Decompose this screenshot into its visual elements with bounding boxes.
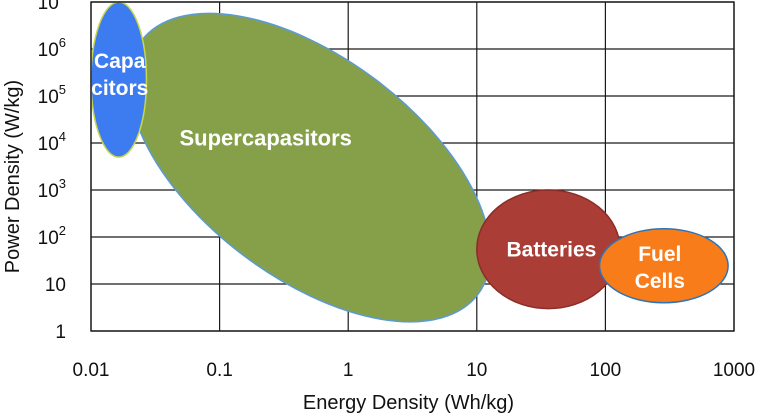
tick-label-layer: 0.010.11101001000110102103104105106107 xyxy=(38,0,756,381)
y-tick-base: 1 xyxy=(55,322,66,343)
region-label: Capa xyxy=(94,50,146,73)
y-tick-label: 104 xyxy=(38,129,66,155)
region-label: Supercapasitors xyxy=(180,126,352,151)
y-tick-base: 10 xyxy=(38,228,59,249)
region-label: Cells xyxy=(635,270,685,293)
x-tick-label: 1000 xyxy=(713,360,755,381)
y-tick-label: 105 xyxy=(38,82,66,108)
y-tick-base: 10 xyxy=(38,0,59,14)
x-tick-label: 100 xyxy=(590,360,622,381)
y-tick-label: 103 xyxy=(38,176,66,202)
region-label-layer: Supercapasitors Capa citors Batteries Fuel Ce… xyxy=(91,50,685,293)
y-tick-label: 102 xyxy=(38,223,66,249)
x-tick-label: 0.1 xyxy=(206,360,232,381)
x-axis-label: Energy Density (Wh/kg) xyxy=(303,392,514,414)
region-layer xyxy=(90,1,729,323)
y-tick-exponent: 7 xyxy=(59,0,66,3)
y-tick-exponent: 6 xyxy=(59,35,66,50)
x-tick-label: 0.01 xyxy=(73,360,110,381)
y-tick-base: 10 xyxy=(38,87,59,108)
y-tick-exponent: 4 xyxy=(59,129,66,144)
region-label: Batteries xyxy=(506,238,596,261)
region-fuel-cells xyxy=(598,227,729,304)
y-tick-exponent: 2 xyxy=(59,223,66,238)
y-tick-base: 10 xyxy=(38,134,59,155)
x-tick-label: 10 xyxy=(466,360,487,381)
y-tick-label: 106 xyxy=(38,35,66,61)
region-label: citors xyxy=(91,77,148,100)
y-tick-label: 107 xyxy=(38,0,66,14)
y-tick-base: 10 xyxy=(38,181,59,202)
x-tick-label: 1 xyxy=(343,360,354,381)
plot-frame xyxy=(90,1,735,332)
plot-frame-layer xyxy=(90,1,735,332)
y-tick-base: 10 xyxy=(38,40,59,61)
y-tick-base: 10 xyxy=(45,275,66,296)
y-tick-label: 1 xyxy=(55,322,66,343)
y-tick-label: 10 xyxy=(45,275,66,296)
y-axis-label: Power Density (W/kg) xyxy=(2,80,24,273)
region-label: Fuel xyxy=(638,243,681,266)
y-tick-exponent: 3 xyxy=(59,176,66,191)
y-tick-exponent: 5 xyxy=(59,82,66,97)
